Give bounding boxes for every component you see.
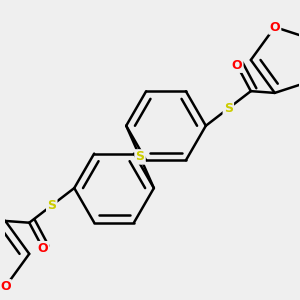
Text: S: S	[136, 150, 145, 164]
Text: O: O	[269, 21, 280, 34]
Text: S: S	[224, 102, 233, 115]
Text: O: O	[0, 280, 11, 293]
Text: S: S	[47, 199, 56, 212]
Text: O: O	[38, 242, 48, 255]
Text: O: O	[232, 59, 242, 72]
